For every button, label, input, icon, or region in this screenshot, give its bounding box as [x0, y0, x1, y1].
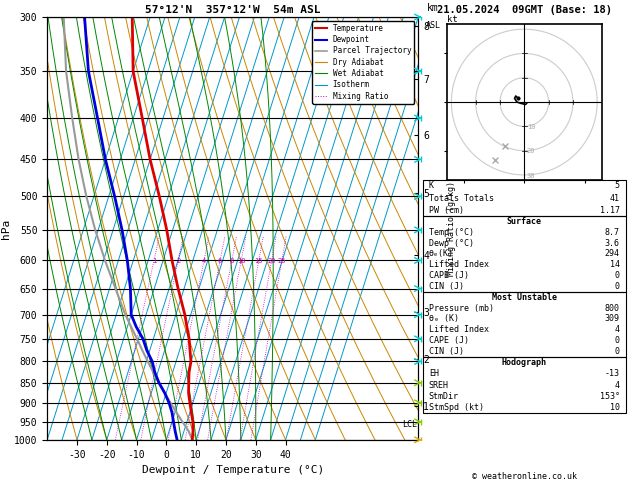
Text: CIN (J): CIN (J) — [429, 282, 464, 291]
Text: ASL: ASL — [426, 21, 441, 30]
Text: 30: 30 — [526, 173, 535, 178]
Text: 10: 10 — [526, 124, 535, 130]
Text: 309: 309 — [604, 314, 620, 324]
Text: 20: 20 — [267, 258, 276, 264]
Text: StmDir: StmDir — [429, 392, 459, 401]
Text: 294: 294 — [604, 249, 620, 259]
Text: kt: kt — [447, 15, 457, 24]
Text: Totals Totals: Totals Totals — [429, 193, 494, 203]
Text: Mixing Ratio (g/kg): Mixing Ratio (g/kg) — [447, 181, 456, 276]
Text: Lifted Index: Lifted Index — [429, 325, 489, 334]
Text: CIN (J): CIN (J) — [429, 347, 464, 356]
Text: Hodograph: Hodograph — [502, 358, 547, 367]
Text: 10: 10 — [237, 258, 245, 264]
Text: 8: 8 — [230, 258, 234, 264]
Text: 4: 4 — [615, 325, 620, 334]
Text: 20: 20 — [526, 148, 535, 154]
Text: © weatheronline.co.uk: © weatheronline.co.uk — [472, 472, 577, 481]
Title: 57°12'N  357°12'W  54m ASL: 57°12'N 357°12'W 54m ASL — [145, 5, 321, 15]
Text: 4: 4 — [615, 381, 620, 390]
Text: 14: 14 — [610, 260, 620, 269]
Text: 41: 41 — [610, 193, 620, 203]
Text: 3.6: 3.6 — [604, 239, 620, 248]
Text: 1.17: 1.17 — [600, 206, 620, 215]
Text: SREH: SREH — [429, 381, 448, 390]
Text: 5: 5 — [615, 181, 620, 191]
Text: 15: 15 — [255, 258, 263, 264]
Text: θₑ(K): θₑ(K) — [429, 249, 454, 259]
Y-axis label: hPa: hPa — [1, 218, 11, 239]
Text: StmSpd (kt): StmSpd (kt) — [429, 403, 484, 412]
Text: Surface: Surface — [507, 217, 542, 226]
Text: 0: 0 — [615, 336, 620, 346]
Text: CAPE (J): CAPE (J) — [429, 271, 469, 280]
Text: 0: 0 — [615, 347, 620, 356]
Text: 800: 800 — [604, 303, 620, 312]
Text: km: km — [427, 3, 439, 13]
Text: 2: 2 — [176, 258, 181, 264]
Text: Pressure (mb): Pressure (mb) — [429, 303, 494, 312]
X-axis label: Dewpoint / Temperature (°C): Dewpoint / Temperature (°C) — [142, 465, 324, 475]
Text: K: K — [429, 181, 434, 191]
Text: 153°: 153° — [600, 392, 620, 401]
Text: 1: 1 — [152, 258, 156, 264]
Text: 21.05.2024  09GMT (Base: 18): 21.05.2024 09GMT (Base: 18) — [437, 4, 612, 15]
Text: EH: EH — [429, 369, 439, 379]
Text: PW (cm): PW (cm) — [429, 206, 464, 215]
Text: Dewp (°C): Dewp (°C) — [429, 239, 474, 248]
Text: Most Unstable: Most Unstable — [492, 293, 557, 302]
Text: 10: 10 — [610, 403, 620, 412]
Text: 0: 0 — [615, 271, 620, 280]
Text: 8.7: 8.7 — [604, 228, 620, 237]
Text: Temp (°C): Temp (°C) — [429, 228, 474, 237]
Text: θₑ (K): θₑ (K) — [429, 314, 459, 324]
Text: 4: 4 — [202, 258, 206, 264]
Text: LCL: LCL — [403, 420, 418, 429]
Text: 0: 0 — [615, 282, 620, 291]
Legend: Temperature, Dewpoint, Parcel Trajectory, Dry Adiabat, Wet Adiabat, Isotherm, Mi: Temperature, Dewpoint, Parcel Trajectory… — [312, 21, 415, 104]
Text: -13: -13 — [604, 369, 620, 379]
Text: CAPE (J): CAPE (J) — [429, 336, 469, 346]
Text: 6: 6 — [218, 258, 222, 264]
Text: Lifted Index: Lifted Index — [429, 260, 489, 269]
Text: 25: 25 — [277, 258, 286, 264]
